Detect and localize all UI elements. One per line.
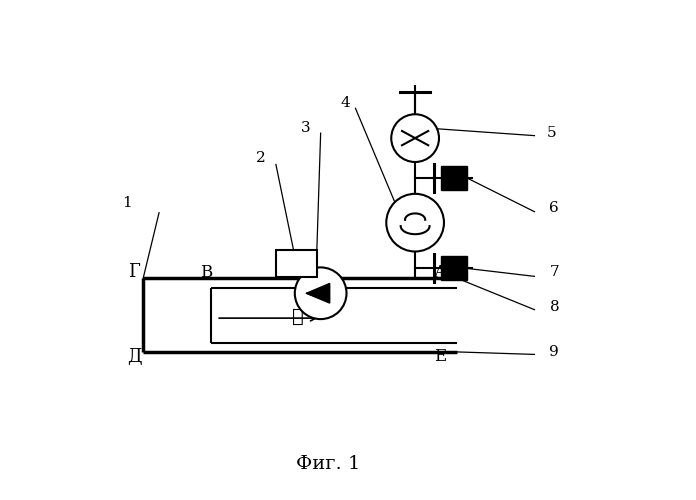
Circle shape bbox=[386, 194, 444, 252]
Bar bbox=[276, 250, 317, 278]
Text: 6: 6 bbox=[549, 200, 559, 214]
Text: 1: 1 bbox=[122, 196, 132, 210]
Text: 4: 4 bbox=[340, 96, 350, 110]
Polygon shape bbox=[306, 284, 330, 303]
Text: Г: Г bbox=[128, 264, 140, 281]
Bar bbox=[441, 256, 467, 280]
Text: Е: Е bbox=[434, 348, 446, 366]
Text: Б: Б bbox=[320, 292, 331, 306]
Text: 7: 7 bbox=[550, 266, 559, 280]
Text: 9: 9 bbox=[549, 345, 559, 359]
Circle shape bbox=[391, 114, 439, 162]
Text: А: А bbox=[434, 264, 446, 281]
Text: 5: 5 bbox=[547, 126, 557, 140]
Text: Д: Д bbox=[127, 348, 141, 366]
Text: В: В bbox=[200, 264, 212, 281]
Text: 8: 8 bbox=[550, 300, 559, 314]
Text: 3: 3 bbox=[301, 121, 310, 135]
Bar bbox=[441, 166, 467, 190]
Circle shape bbox=[295, 268, 347, 319]
Text: Фиг. 1: Фиг. 1 bbox=[296, 455, 361, 473]
Text: ℓ: ℓ bbox=[292, 308, 304, 326]
Text: 2: 2 bbox=[256, 151, 266, 165]
